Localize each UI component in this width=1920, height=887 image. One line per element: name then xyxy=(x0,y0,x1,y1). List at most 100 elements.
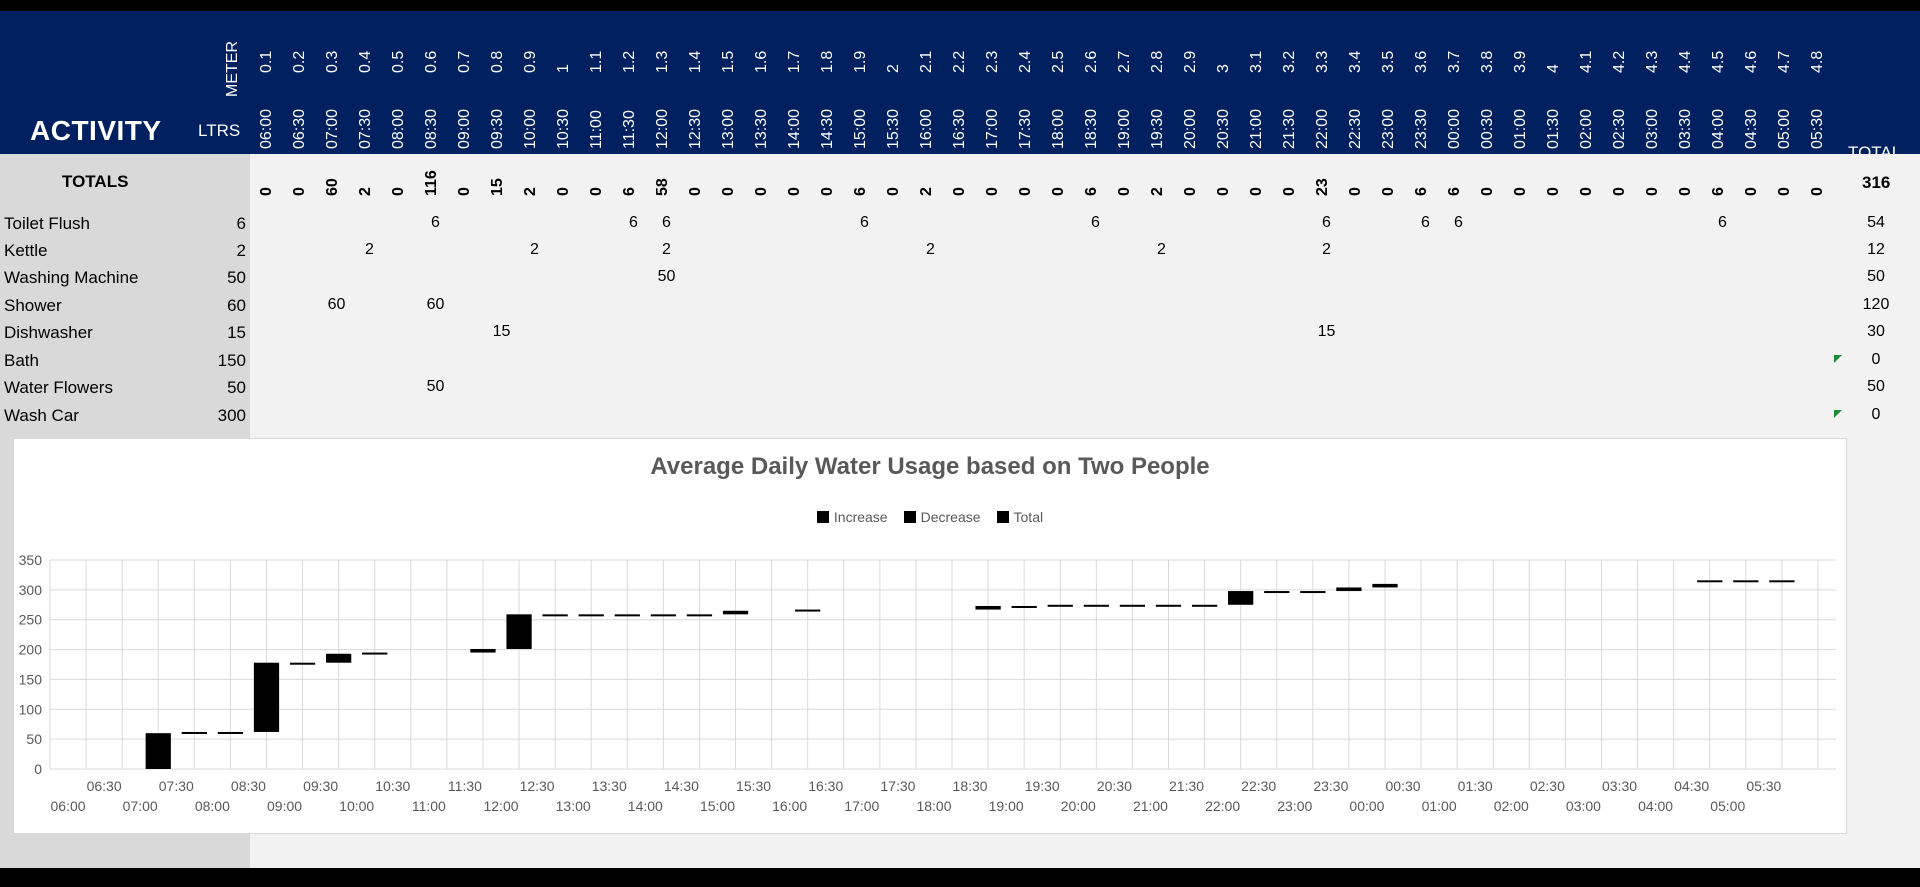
meter-header: 3.2 xyxy=(1281,50,1298,73)
time-header: 03:30 xyxy=(1677,108,1694,149)
activity-name: Toilet Flush xyxy=(4,214,90,233)
meter-header: 1 xyxy=(555,64,572,73)
activity-name: Washing Machine xyxy=(4,268,139,287)
slot-total: 0 xyxy=(1677,187,1694,196)
x-tick-label: 02:30 xyxy=(1530,778,1565,794)
slot-total: 0 xyxy=(1578,187,1595,196)
legend-swatch xyxy=(816,511,829,523)
x-tick-label: 20:30 xyxy=(1097,778,1132,794)
x-tick-label: 00:30 xyxy=(1386,778,1421,794)
activity-total: 0 xyxy=(1871,351,1881,368)
x-tick-label: 10:00 xyxy=(339,798,374,814)
x-tick-label: 22:00 xyxy=(1205,798,1240,814)
slot-total: 2 xyxy=(918,187,935,196)
slot-total: 0 xyxy=(687,187,704,196)
time-header: 19:00 xyxy=(1116,108,1133,149)
waterfall-bar xyxy=(722,610,749,615)
x-tick-label: 16:00 xyxy=(772,798,807,814)
waterfall-bar xyxy=(686,614,713,617)
slot-total: 2 xyxy=(357,187,374,196)
waterfall-bar xyxy=(1191,604,1218,607)
activity-total: 12 xyxy=(1867,241,1885,258)
meter-header: 3.9 xyxy=(1512,50,1529,73)
time-header: 06:30 xyxy=(291,108,308,149)
slot-total: 0 xyxy=(258,187,275,196)
meter-header: 4.1 xyxy=(1578,50,1595,73)
time-header: 08:30 xyxy=(423,108,440,149)
slot-total: 6 xyxy=(852,187,869,196)
x-tick-label: 04:00 xyxy=(1638,798,1673,814)
time-header: 03:00 xyxy=(1644,108,1661,149)
time-header: 11:30 xyxy=(621,110,638,149)
meter-header: 2.6 xyxy=(1083,50,1100,73)
x-tick-label: 05:30 xyxy=(1746,778,1781,794)
x-tick-label: 18:30 xyxy=(953,778,988,794)
meter-header: 1.7 xyxy=(786,50,803,73)
waterfall-bar xyxy=(181,731,207,734)
meter-header: 0.2 xyxy=(291,50,308,73)
x-tick-label: 14:00 xyxy=(628,798,663,814)
time-header: 15:00 xyxy=(852,108,869,149)
slot-total: 0 xyxy=(1545,187,1562,196)
x-tick-label: 22:30 xyxy=(1241,778,1276,794)
time-header: 10:30 xyxy=(555,108,572,149)
time-header: 05:00 xyxy=(1776,108,1793,149)
meter-header: 0.4 xyxy=(357,50,374,73)
time-header: 15:30 xyxy=(885,108,902,149)
meter-header: 4.6 xyxy=(1743,50,1760,73)
x-tick-label: 03:30 xyxy=(1602,778,1637,794)
slot-total: 15 xyxy=(489,178,506,196)
x-tick-label: 19:30 xyxy=(1025,778,1060,794)
slot-total: 0 xyxy=(720,187,737,196)
time-header: 12:00 xyxy=(654,108,671,149)
waterfall-bar xyxy=(1769,580,1795,583)
activity-litres: 15 xyxy=(227,323,246,342)
meter-header: 4.7 xyxy=(1776,50,1793,73)
meter-header: 1.4 xyxy=(687,50,704,73)
usage-cell: 2 xyxy=(1157,241,1166,258)
y-tick-label: 50 xyxy=(26,731,42,747)
legend-decrease: Decrease xyxy=(903,509,981,525)
waterfall-bar xyxy=(1119,604,1146,607)
x-tick-label: 01:00 xyxy=(1422,798,1457,814)
usage-cell: 50 xyxy=(657,268,676,285)
waterfall-bar xyxy=(217,731,244,734)
slot-total: 6 xyxy=(1710,187,1727,196)
waterfall-bar xyxy=(253,662,280,732)
activity-total: 50 xyxy=(1867,268,1885,285)
meter-header: 0.9 xyxy=(522,50,539,73)
slot-total: 0 xyxy=(1248,187,1265,196)
time-header: 01:00 xyxy=(1512,108,1529,149)
meter-label: METER xyxy=(224,41,241,97)
time-header: 12:30 xyxy=(687,108,704,149)
usage-cell: 2 xyxy=(1322,241,1331,258)
ltrs-label: LTRS xyxy=(198,121,241,140)
time-header: 02:00 xyxy=(1578,108,1595,149)
slot-total: 0 xyxy=(885,187,902,196)
activity-litres: 6 xyxy=(236,214,246,233)
x-tick-label: 20:00 xyxy=(1061,798,1096,814)
x-tick-label: 09:30 xyxy=(303,778,338,794)
time-header: 02:30 xyxy=(1611,108,1628,149)
time-header: 10:00 xyxy=(522,108,539,149)
meter-header: 4.3 xyxy=(1644,50,1661,73)
x-tick-label: 13:00 xyxy=(556,798,591,814)
usage-cell: 6 xyxy=(860,214,869,231)
x-tick-label: 10:30 xyxy=(375,778,410,794)
time-header: 09:30 xyxy=(489,108,506,149)
waterfall-bar xyxy=(1697,580,1723,583)
slot-total: 0 xyxy=(951,187,968,196)
usage-cell: 60 xyxy=(426,296,445,313)
x-tick-label: 21:30 xyxy=(1169,778,1204,794)
activity-litres: 50 xyxy=(227,268,246,287)
waterfall-bar xyxy=(145,733,171,769)
activity-name: Shower xyxy=(4,296,62,315)
meter-header: 2.9 xyxy=(1182,50,1199,73)
meter-header: 1.9 xyxy=(852,50,869,73)
legend-swatch xyxy=(903,511,916,523)
waterfall-bar xyxy=(326,653,352,663)
time-header: 13:30 xyxy=(753,108,770,149)
slot-total: 0 xyxy=(1050,187,1067,196)
time-header: 20:00 xyxy=(1182,108,1199,149)
time-header: 19:30 xyxy=(1149,108,1166,149)
